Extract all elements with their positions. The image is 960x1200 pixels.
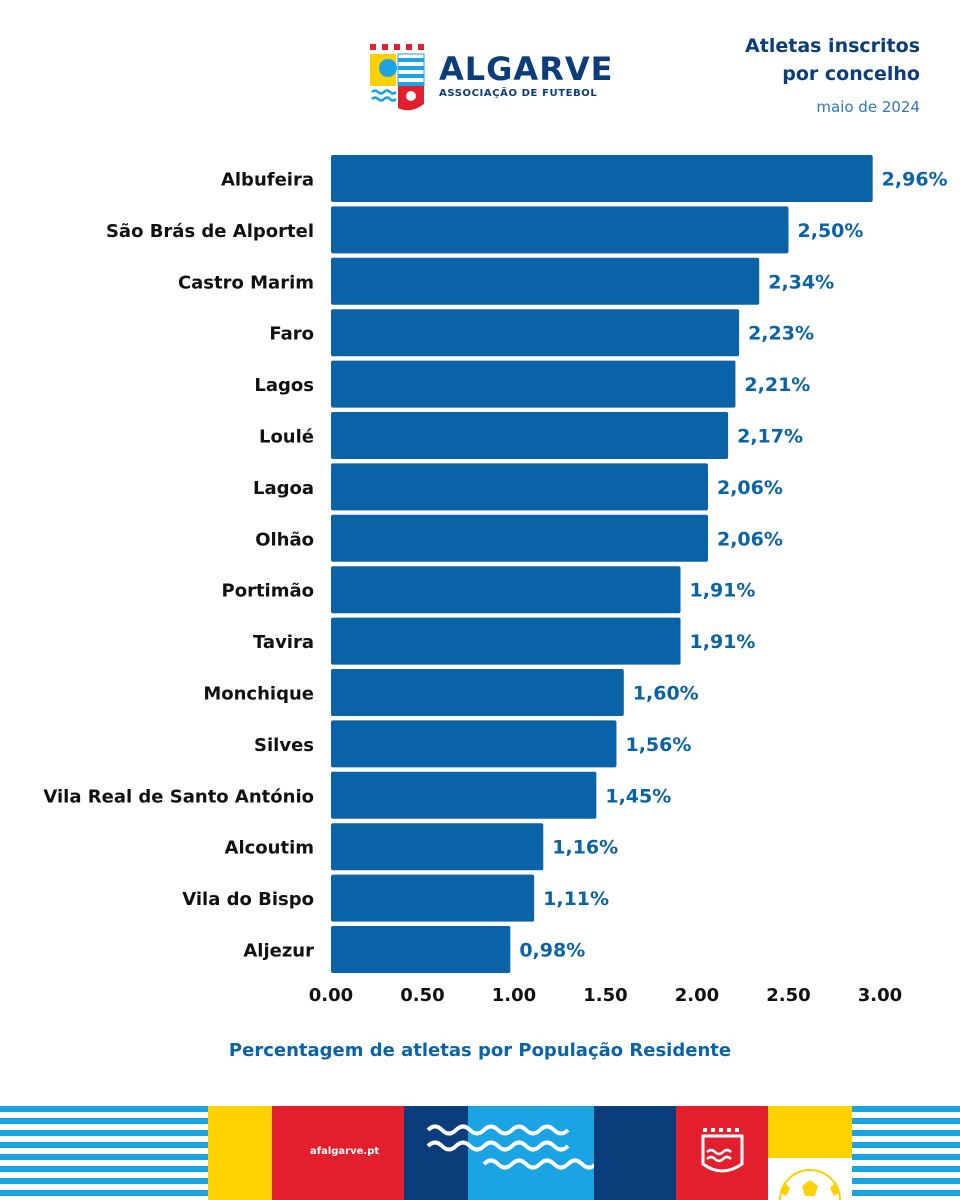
category-label-6: Lagoa [253, 478, 314, 499]
bar-chart: Albufeira 2,96% São Brás de Alportel 2,50% C… [43, 155, 948, 1006]
x-tick-label-2: 1.00 [492, 985, 536, 1006]
logo-text: ALGARVE ASSOCIAÇÃO DE FUTEBOL [439, 52, 613, 99]
bar-14 [331, 874, 535, 922]
category-label-5: Loulé [259, 427, 314, 448]
footer-red-block: afalgarve.pt [272, 1106, 404, 1200]
chart-title-line1: Atletas inscritos [745, 35, 920, 57]
value-label-13: 1,16% [552, 837, 618, 859]
value-label-14: 1,11% [543, 888, 609, 910]
category-label-4: Lagos [254, 375, 314, 396]
bar-7 [331, 514, 708, 562]
algarve-logo: ALGARVE ASSOCIAÇÃO DE FUTEBOL [368, 42, 612, 114]
chart-title-line2: por concelho [782, 63, 920, 85]
bar-5 [331, 412, 729, 459]
footer-navy-block [404, 1106, 468, 1200]
logo-crest-icon [370, 44, 425, 111]
bar-10 [331, 669, 624, 716]
category-label-13: Alcoutim [225, 838, 314, 859]
category-label-0: Albufeira [221, 170, 314, 191]
category-label-9: Tavira [253, 632, 314, 653]
bar-6 [331, 463, 708, 511]
bar-11 [331, 720, 617, 768]
footer-stripes-left [0, 1106, 208, 1200]
bar-12 [331, 771, 597, 819]
value-label-9: 1,91% [690, 631, 756, 653]
value-label-12: 1,45% [605, 785, 671, 807]
bar-0 [331, 155, 873, 202]
category-label-8: Portimão [222, 581, 314, 602]
value-label-5: 2,17% [737, 426, 803, 448]
chart-title-block: Atletas inscritos por concelho maio de 2… [745, 32, 920, 116]
logo-name: ALGARVE [439, 50, 614, 88]
value-label-10: 1,60% [633, 683, 699, 705]
footer-stripes-right [852, 1106, 960, 1200]
value-label-3: 2,23% [748, 323, 814, 345]
logo-subtitle: ASSOCIAÇÃO DE FUTEBOL [439, 88, 598, 99]
footer-yellow-block [208, 1106, 272, 1200]
footer-wave-block [468, 1106, 594, 1200]
bar-3 [331, 309, 740, 357]
value-label-0: 2,96% [882, 169, 948, 191]
footer-url[interactable]: afalgarve.pt [310, 1146, 380, 1157]
bar-8 [331, 566, 681, 614]
category-label-15: Aljezur [243, 941, 314, 962]
x-axis-label: Percentagem de atletas por População Res… [228, 1040, 732, 1061]
header: ALGARVE ASSOCIAÇÃO DE FUTEBOL Atletas in… [0, 0, 960, 140]
bar-1 [331, 206, 789, 254]
category-label-11: Silves [254, 735, 314, 756]
category-label-3: Faro [269, 324, 314, 345]
x-tick-label-4: 2.00 [675, 985, 719, 1006]
footer-crest-icon [701, 1128, 744, 1173]
x-tick-label-1: 0.50 [400, 985, 444, 1006]
value-label-8: 1,91% [690, 580, 756, 602]
bar-4 [331, 360, 736, 408]
footer-ball-icon [779, 1169, 841, 1200]
x-tick-label-0: 0.00 [309, 985, 353, 1006]
value-label-1: 2,50% [798, 220, 864, 242]
value-label-15: 0,98% [519, 940, 585, 962]
category-label-10: Monchique [203, 684, 314, 705]
value-label-7: 2,06% [717, 528, 783, 550]
bar-9 [331, 617, 681, 665]
value-label-2: 2,34% [768, 271, 834, 293]
x-tick-label-3: 1.50 [583, 985, 627, 1006]
footer-banner: afalgarve.pt [0, 1106, 960, 1200]
bar-15 [331, 926, 511, 973]
category-label-1: São Brás de Alportel [106, 221, 314, 242]
x-tick-label-6: 3.00 [858, 985, 902, 1006]
value-label-6: 2,06% [717, 477, 783, 499]
bar-2 [331, 257, 760, 305]
chart-date: maio de 2024 [816, 98, 920, 116]
category-label-7: Olhão [255, 529, 314, 550]
x-tick-label-5: 2.50 [766, 985, 810, 1006]
category-label-2: Castro Marim [178, 272, 314, 293]
value-label-11: 1,56% [625, 734, 691, 756]
category-label-14: Vila do Bispo [182, 889, 314, 910]
value-label-4: 2,21% [744, 374, 810, 396]
bar-13 [331, 823, 544, 871]
category-label-12: Vila Real de Santo António [43, 786, 314, 807]
footer-navy-block-2 [594, 1106, 676, 1200]
